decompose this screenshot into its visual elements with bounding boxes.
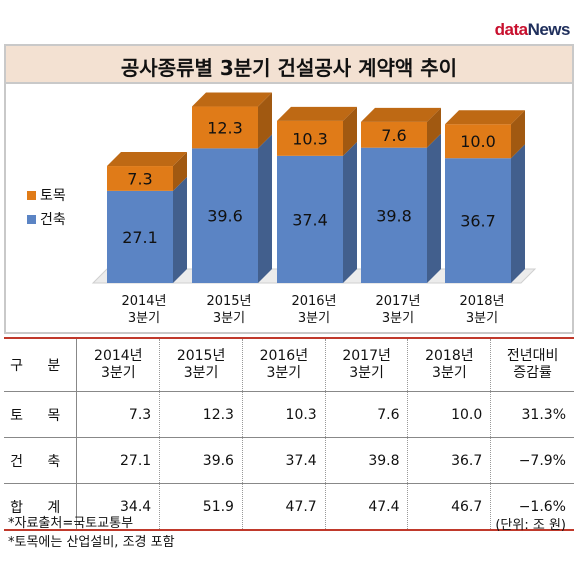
x-tick-label: 3분기 bbox=[128, 311, 160, 326]
table-cell: 31.3% bbox=[490, 391, 574, 438]
table-row: 토 목 7.3 12.3 10.3 7.6 10.0 31.3% bbox=[4, 391, 574, 438]
bar-civil-side bbox=[511, 110, 525, 159]
table-cell: 10.0 bbox=[407, 391, 491, 438]
x-tick-label: 2017년 bbox=[375, 294, 420, 309]
row-label: 토 목 bbox=[4, 391, 78, 438]
table-cell: 47.4 bbox=[324, 483, 408, 531]
data-label-civil: 7.6 bbox=[381, 126, 406, 145]
data-label-construction: 27.1 bbox=[122, 228, 158, 247]
table-cell: 12.3 bbox=[159, 391, 243, 438]
data-label-civil: 10.0 bbox=[460, 132, 496, 151]
bar-civil-side bbox=[258, 92, 272, 149]
table-cell: 10.3 bbox=[241, 391, 326, 438]
x-tick-label: 2014년 bbox=[121, 294, 166, 309]
bar-civil-side bbox=[427, 107, 441, 148]
bar-construction bbox=[361, 147, 427, 283]
bar-civil-top bbox=[277, 106, 357, 121]
data-table: 구 분 2014년 3분기 2015년 3분기 2016년 3분기 2017년 3분기 … bbox=[4, 337, 574, 531]
table-cell: 36.7 bbox=[407, 437, 491, 484]
datanews-logo: dataNews bbox=[494, 20, 571, 39]
footnote-source: *자료출처=국토교통부 bbox=[8, 516, 134, 531]
bar-construction bbox=[277, 155, 343, 283]
header-cell-2015: 2015년 3분기 bbox=[159, 337, 243, 392]
bar-civil-top bbox=[192, 92, 272, 107]
footnote-scope: *토목에는 산업설비, 조경 포함 bbox=[8, 535, 175, 550]
data-label-construction: 39.8 bbox=[376, 206, 412, 225]
legend-label: 토목 bbox=[40, 188, 66, 204]
bar-civil bbox=[277, 120, 343, 156]
bar-civil-side bbox=[343, 106, 357, 156]
bar-construction-side bbox=[258, 134, 272, 283]
data-label-civil: 12.3 bbox=[207, 118, 243, 137]
row-label: 합 계 bbox=[4, 483, 78, 531]
table-cell: −7.9% bbox=[490, 437, 574, 484]
x-tick-label: 3분기 bbox=[382, 311, 414, 326]
table-cell: 7.3 bbox=[76, 391, 160, 438]
table-cell: 27.1 bbox=[76, 437, 160, 484]
chart-title: 공사종류별 3분기 건설공사 계약액 추이 bbox=[120, 56, 458, 80]
bar-construction-side bbox=[343, 141, 357, 283]
data-label-civil: 7.3 bbox=[127, 169, 152, 188]
header-cell-gubun: 구 분 bbox=[4, 337, 78, 392]
footnotes: *자료출처=국토교통부 *토목에는 산업설비, 조경 포함 bbox=[8, 514, 175, 552]
bar-construction-side bbox=[173, 176, 187, 283]
x-tick-label: 3분기 bbox=[466, 311, 498, 326]
legend-swatch bbox=[27, 191, 36, 200]
row-label: 건 축 bbox=[4, 437, 78, 484]
stacked-bar-chart: 27.1 7.3 2014년 3분기 39.6 12.3 2015년 3분기 37.4 10.3 2… bbox=[27, 92, 537, 326]
legend-swatch bbox=[27, 215, 36, 224]
data-label-construction: 37.4 bbox=[292, 210, 328, 229]
bar-civil-top bbox=[107, 152, 187, 167]
bar-construction bbox=[192, 148, 258, 283]
x-tick-label: 2018년 bbox=[459, 294, 504, 309]
table-row: 건 축 27.1 39.6 37.4 39.8 36.7 −7.9% bbox=[4, 437, 574, 484]
legend-label: 건축 bbox=[40, 212, 66, 228]
data-label-construction: 39.6 bbox=[207, 207, 243, 226]
header-cell-change: 전년대비 증감률 bbox=[490, 337, 574, 392]
table-cell: 34.4 bbox=[76, 483, 160, 531]
bar-civil bbox=[445, 124, 511, 159]
header-cell-2018: 2018년 3분기 bbox=[407, 337, 491, 392]
bar-civil bbox=[192, 106, 258, 149]
bar-civil bbox=[107, 166, 173, 191]
bar-civil-top bbox=[361, 107, 441, 122]
table-header-row: 구 분 2014년 3분기 2015년 3분기 2016년 3분기 2017년 3분기 … bbox=[4, 337, 574, 392]
unit-note: (단위: 조 원) bbox=[495, 518, 566, 533]
data-label-construction: 36.7 bbox=[460, 212, 496, 231]
table-cell: 37.4 bbox=[241, 437, 326, 484]
bar-construction-side bbox=[511, 144, 525, 283]
bar-construction bbox=[445, 158, 511, 283]
table-cell: 39.6 bbox=[159, 437, 243, 484]
table-cell: 47.7 bbox=[241, 483, 326, 531]
x-tick-label: 2016년 bbox=[291, 294, 336, 309]
title-bar: 공사종류별 3분기 건설공사 계약액 추이 bbox=[4, 44, 574, 84]
bar-construction bbox=[107, 190, 173, 283]
table-cell: 51.9 bbox=[159, 483, 243, 531]
table-cell: −1.6% bbox=[490, 483, 574, 531]
header-cell-2016: 2016년 3분기 bbox=[241, 337, 326, 392]
table-cell: 46.7 bbox=[407, 483, 491, 531]
bar-construction-side bbox=[427, 133, 441, 283]
header-cell-2014: 2014년 3분기 bbox=[76, 337, 160, 392]
header-cell-2017: 2017년 3분기 bbox=[324, 337, 408, 392]
data-label-civil: 10.3 bbox=[292, 129, 328, 148]
table-cell: 7.6 bbox=[324, 391, 408, 438]
bar-civil bbox=[361, 121, 427, 148]
x-tick-label: 3분기 bbox=[213, 311, 245, 326]
bar-civil-side bbox=[173, 152, 187, 191]
table-cell: 39.8 bbox=[324, 437, 408, 484]
x-tick-label: 2015년 bbox=[206, 294, 251, 309]
bar-civil-top bbox=[445, 110, 525, 125]
table-row: 합 계 34.4 51.9 47.7 47.4 46.7 −1.6% bbox=[4, 483, 574, 531]
x-tick-label: 3분기 bbox=[298, 311, 330, 326]
